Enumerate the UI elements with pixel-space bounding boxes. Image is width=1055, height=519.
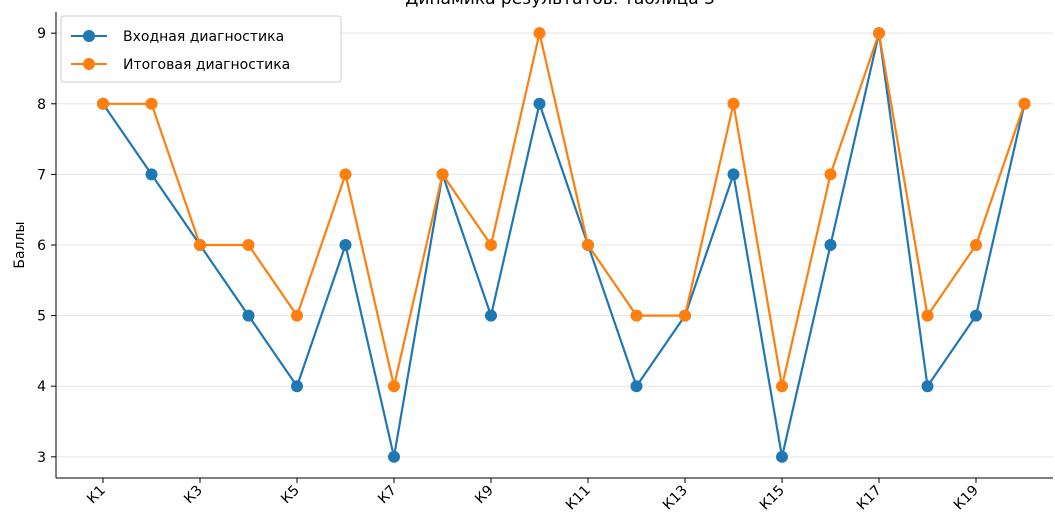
data-point (679, 309, 691, 322)
data-point (291, 380, 303, 393)
series-2 (97, 27, 1031, 393)
y-tick-label: 8 (37, 97, 46, 113)
data-point (873, 27, 885, 40)
series-line (103, 32, 1026, 388)
y-tick-label: 6 (37, 238, 46, 254)
legend-marker-final (83, 58, 95, 70)
data-point (436, 168, 449, 181)
x-tick-label: К13 (660, 483, 691, 514)
data-point (533, 27, 546, 40)
data-point (291, 309, 303, 322)
data-point (824, 239, 837, 251)
series-line (102, 32, 1026, 458)
data-point (582, 239, 594, 251)
legend-box (60, 15, 342, 83)
x-tick-label: К19 (951, 483, 982, 514)
data-point (485, 239, 497, 251)
legend-label-final: Итоговая диагностика (123, 57, 290, 73)
data-point (630, 309, 643, 322)
data-point (194, 239, 206, 251)
x-tick-label: К9 (472, 483, 497, 508)
y-tick-label: 9 (37, 26, 46, 42)
data-point (145, 168, 158, 181)
legend: Входная диагностика Итоговая диагностика (60, 15, 342, 83)
data-point (921, 380, 934, 393)
data-point (824, 168, 837, 181)
x-tick-label: К17 (854, 483, 885, 514)
data-point (145, 97, 158, 110)
data-point (630, 380, 643, 393)
legend-marker-input (83, 30, 95, 42)
data-point (921, 309, 934, 322)
y-tick-label: 4 (37, 379, 46, 395)
y-tick-label: 7 (37, 167, 46, 183)
x-tick-label: К5 (278, 483, 303, 508)
data-point (970, 309, 982, 322)
y-tick-label: 3 (37, 450, 46, 466)
y-axis-label: Баллы (12, 221, 28, 268)
chart-title: Динамика результатов: таблица 3 (405, 0, 715, 9)
x-tick-label: К15 (757, 483, 788, 514)
x-tick-label: К7 (375, 483, 400, 508)
data-point (388, 380, 400, 393)
data-point (97, 97, 109, 110)
data-point (727, 97, 740, 110)
data-point (776, 380, 788, 393)
legend-label-input: Входная диагностика (123, 29, 284, 45)
data-point (776, 450, 788, 463)
data-point (970, 239, 982, 251)
data-point (242, 309, 255, 322)
data-point (1018, 97, 1031, 110)
data-point (727, 168, 740, 181)
series-group (97, 27, 1031, 463)
data-point (339, 168, 352, 181)
data-point (388, 450, 400, 463)
data-point (339, 239, 352, 251)
y-tick-label: 5 (37, 309, 46, 325)
data-point (485, 309, 497, 322)
x-tick-label: К1 (84, 483, 109, 508)
x-tick-label: К11 (563, 483, 594, 514)
y-ticks: 3 4 5 6 7 8 9 (37, 26, 56, 466)
x-ticks: К1 К3 К5 К7 К9 К11 К13 К15 К17 К19 (84, 478, 982, 513)
data-point (533, 97, 546, 110)
x-tick-label: К3 (181, 483, 206, 508)
data-point (242, 239, 255, 251)
